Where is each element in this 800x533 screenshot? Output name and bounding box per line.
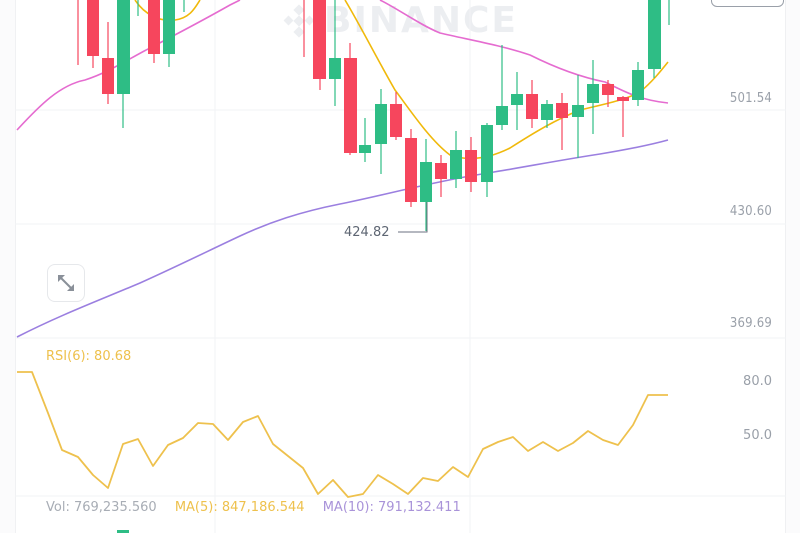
fullscreen-button[interactable]	[47, 264, 85, 302]
chart-right-edge	[785, 0, 800, 533]
expand-arrows-icon	[58, 275, 74, 291]
candles	[77, 0, 670, 231]
price-axis-label: 430.60	[729, 204, 772, 219]
price-axis-label: 501.54	[729, 91, 772, 106]
rsi-axis-label: 80.0	[743, 374, 772, 389]
volume-bar	[117, 530, 129, 533]
indicator-selector-button[interactable]	[711, 0, 784, 7]
volume-ma5-value: MA(5): 847,186.544	[174, 500, 305, 515]
min-price-label: 424.82	[344, 225, 390, 240]
rsi-axis-label: 50.0	[743, 428, 772, 443]
ma-slow-line	[16, 139, 669, 338]
price-axis-label: 369.69	[729, 316, 772, 331]
min-marker-line	[398, 202, 428, 233]
volume-value: Vol: 769,235.560	[46, 500, 157, 515]
chart-left-edge	[0, 0, 16, 533]
volume-ma10-value: MA(10): 791,132.411	[322, 500, 461, 515]
volume-legend: Vol: 769,235.560 MA(5): 847,186.544 MA(1…	[46, 500, 475, 515]
grid-lines	[15, 0, 786, 533]
rsi-legend: RSI(6): 80.68	[46, 349, 132, 364]
rsi-line	[17, 371, 668, 498]
binance-logo-icon	[283, 3, 315, 38]
